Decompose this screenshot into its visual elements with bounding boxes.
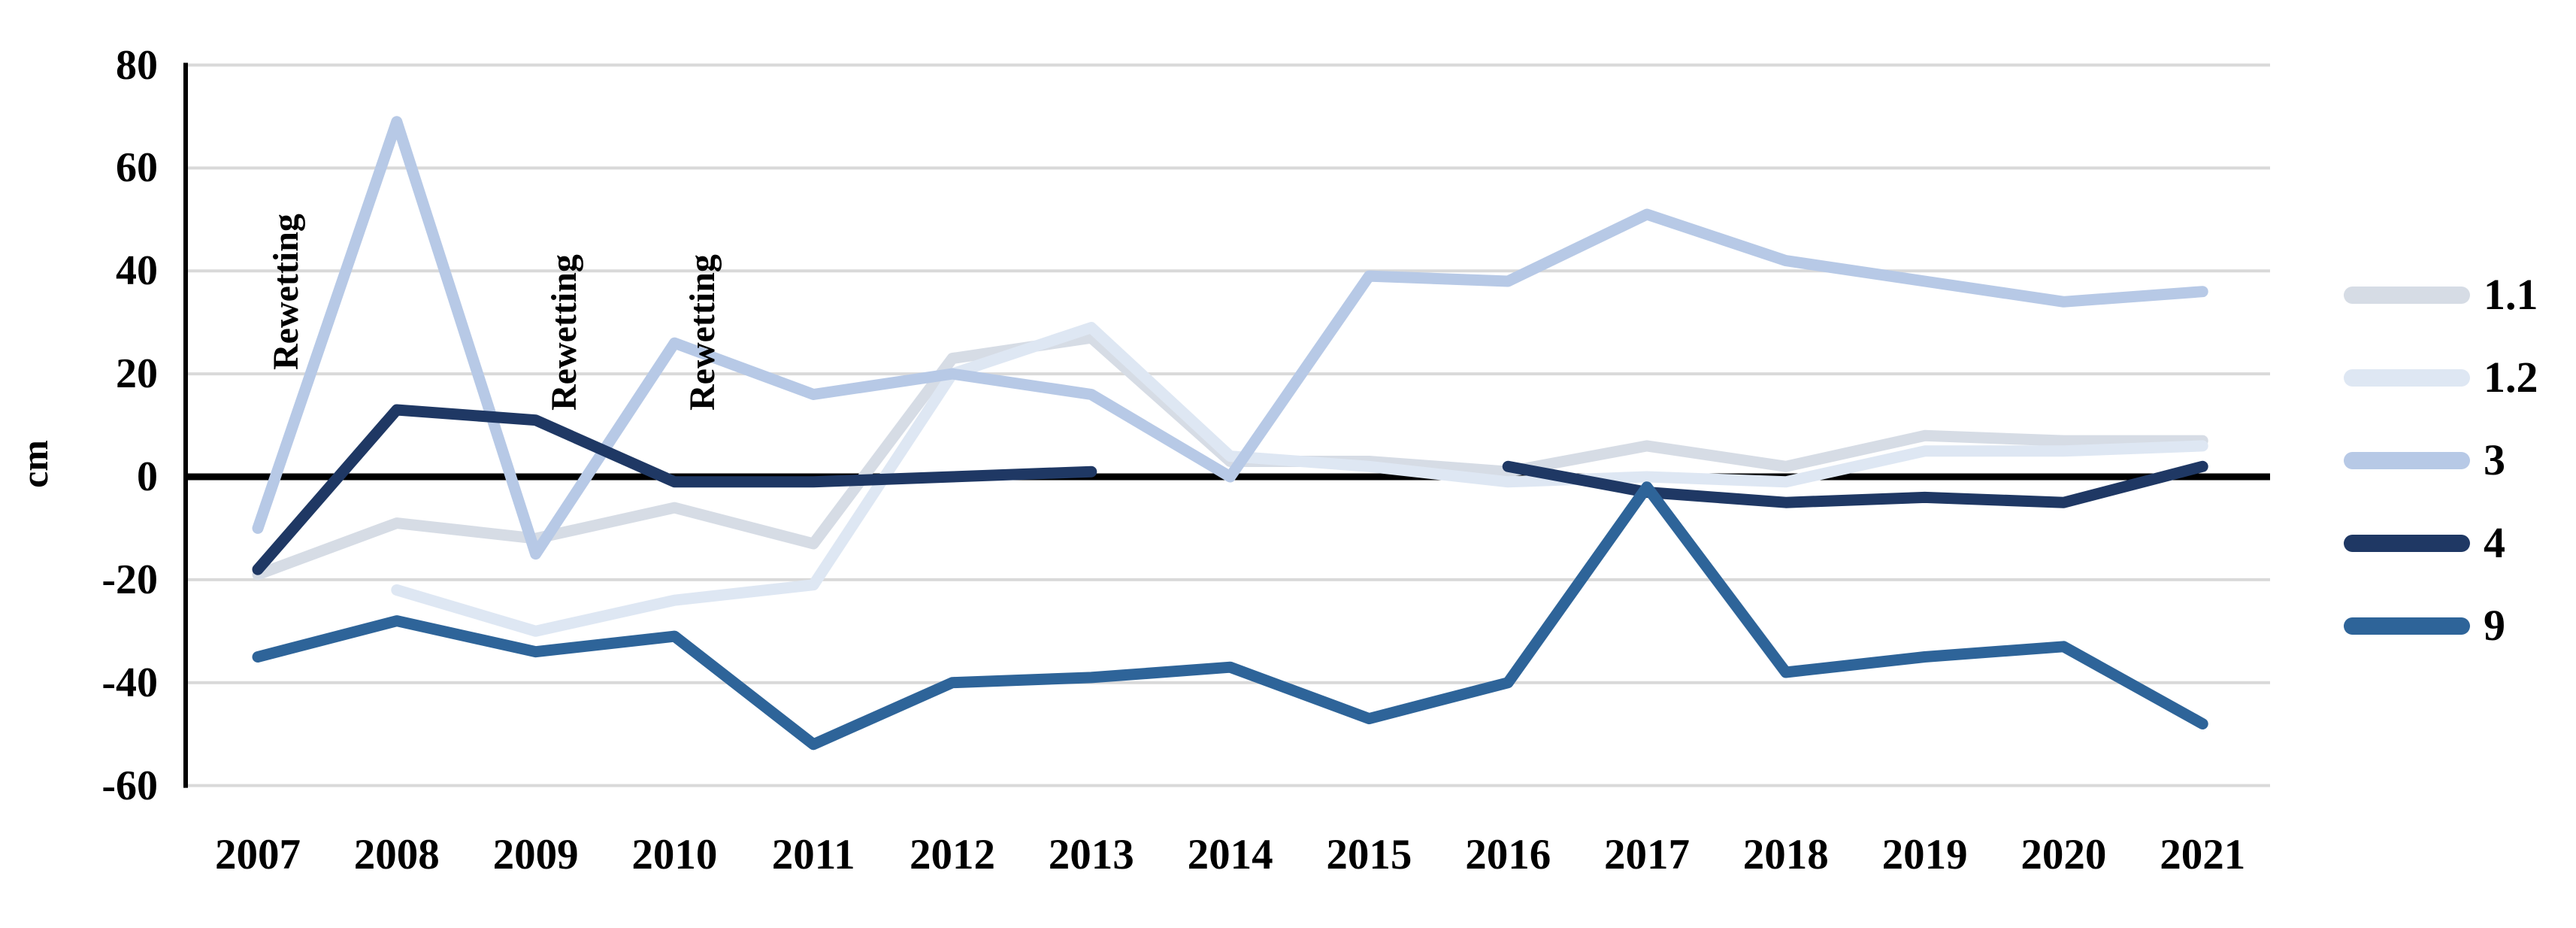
series-line-4	[252, 404, 1097, 575]
legend-item-4: 4	[2344, 513, 2505, 573]
legend-label-1.1: 1.1	[2484, 270, 2538, 319]
y-tick-label--20: -20	[101, 556, 158, 603]
x-tick-label-2021: 2021	[2160, 831, 2246, 878]
series-line-4	[1502, 460, 2208, 508]
legend-swatch-9	[2344, 617, 2470, 635]
series-line-9	[252, 481, 2208, 751]
x-tick-label-2018: 2018	[1742, 831, 1829, 878]
legend-label-9: 9	[2484, 601, 2505, 650]
y-tick-label-60: 60	[116, 144, 158, 192]
y-tick-label--60: -60	[101, 762, 158, 809]
legend-item-9: 9	[2344, 596, 2505, 656]
y-tick-label-40: 40	[116, 247, 158, 295]
legend-item-1.1: 1.1	[2344, 265, 2538, 325]
y-tick-label-0: 0	[137, 453, 158, 500]
x-tick-label-2013: 2013	[1048, 831, 1134, 878]
x-tick-label-2014: 2014	[1187, 831, 1273, 878]
x-tick-label-2009: 2009	[492, 831, 579, 878]
x-tick-label-2015: 2015	[1326, 831, 1412, 878]
y-axis-title: cm	[14, 440, 56, 488]
y-tick-label--40: -40	[101, 659, 158, 706]
x-tick-label-2010: 2010	[631, 831, 718, 878]
x-tick-label-2008: 2008	[353, 831, 440, 878]
annotation-rewetting-2009: Rewetting	[543, 254, 584, 411]
legend-swatch-1.1	[2344, 286, 2470, 304]
legend-item-3: 3	[2344, 430, 2505, 490]
x-tick-label-2016: 2016	[1465, 831, 1551, 878]
x-tick-label-2020: 2020	[2021, 831, 2107, 878]
legend-label-4: 4	[2484, 518, 2505, 567]
x-tick-label-2007: 2007	[215, 831, 301, 878]
series-line-3	[252, 116, 2208, 560]
annotation-rewetting-2010: Rewetting	[683, 254, 723, 411]
legend-swatch-3	[2344, 451, 2470, 469]
annotation-rewetting-2007: Rewetting	[266, 214, 306, 370]
x-tick-label-2017: 2017	[1604, 831, 1690, 878]
legend-swatch-1.2	[2344, 368, 2470, 387]
legend-label-1.2: 1.2	[2484, 353, 2538, 402]
legend-item-1.2: 1.2	[2344, 347, 2538, 408]
y-tick-label-80: 80	[116, 41, 158, 89]
x-tick-label-2011: 2011	[771, 831, 855, 878]
x-tick-label-2019: 2019	[1881, 831, 1968, 878]
y-tick-label-20: 20	[116, 350, 158, 398]
x-tick-label-2012: 2012	[910, 831, 995, 878]
legend-swatch-4	[2344, 534, 2470, 552]
legend-label-3: 3	[2484, 435, 2505, 484]
series-line-1.2	[391, 322, 2208, 637]
